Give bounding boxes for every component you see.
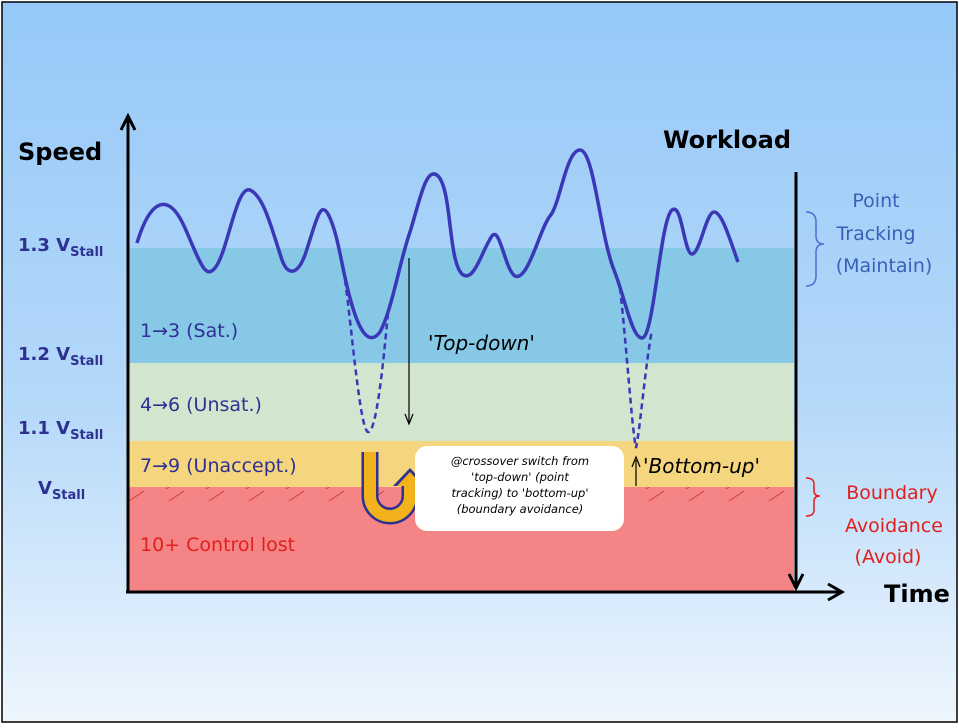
x-axis-label: Time	[884, 580, 950, 608]
crossover-text-1: @crossover switch from	[451, 454, 589, 468]
boundary-avoidance-label-3: (Avoid)	[855, 546, 922, 568]
band-label-control-lost: 10+ Control lost	[140, 534, 295, 556]
band-label-satisfactory: 1→3 (Sat.)	[140, 320, 238, 342]
point-tracking-label-3: (Maintain)	[836, 255, 933, 277]
speed-level-sub: Stall	[52, 488, 85, 503]
u-turn-arrow	[364, 452, 416, 522]
boundary-avoidance-label-1: Boundary	[846, 482, 938, 504]
speed-level-sub: Stall	[70, 354, 103, 369]
crossover-text-3: tracking) to 'bottom-up'	[451, 486, 588, 500]
band-satisfactory	[128, 248, 794, 363]
workload-label: Workload	[663, 126, 791, 154]
crossover-text-4: (boundary avoidance)	[457, 502, 584, 516]
boundary-avoidance-label-2: Avoidance	[845, 515, 943, 537]
crossover-text-2: 'top-down' (point	[471, 470, 569, 484]
bottom-up-label: 'Bottom-up'	[643, 454, 760, 478]
workload-curve	[135, 148, 740, 340]
speed-level-vstall: VStall	[38, 478, 85, 503]
speed-level-base: 1.2 V	[18, 344, 70, 365]
speed-level-sub: Stall	[70, 428, 103, 443]
crossover-callout	[415, 446, 624, 531]
top-down-label: 'Top-down'	[428, 331, 535, 355]
bottom-up-arrow-head	[631, 455, 641, 468]
workload-axis-arrow	[787, 573, 805, 592]
speed-level-1-2: 1.2 VStall	[18, 344, 103, 369]
speed-level-base: V	[38, 478, 52, 499]
dashed-dip-left	[343, 279, 390, 434]
dashed-dip-right	[618, 287, 654, 449]
band-label-unsatisfactory: 4→6 (Unsat.)	[140, 394, 262, 416]
point-tracking-label-1: Point	[852, 190, 899, 212]
boundary-avoidance-brace	[805, 477, 821, 517]
band-label-unacceptable: 7→9 (Unaccept.)	[140, 455, 297, 477]
point-tracking-label-2: Tracking	[835, 223, 915, 245]
top-down-arrow-head	[404, 413, 414, 426]
speed-level-base: 1.1 V	[18, 418, 70, 439]
speed-level-1-1: 1.1 VStall	[18, 418, 103, 443]
speed-level-base: 1.3 V	[18, 235, 70, 256]
speed-level-1-3: 1.3 VStall	[18, 235, 103, 260]
band-unsatisfactory	[128, 363, 794, 441]
speed-level-sub: Stall	[70, 245, 103, 260]
point-tracking-brace	[805, 211, 825, 287]
y-axis-label: Speed	[18, 138, 102, 166]
y-axis-arrow	[119, 112, 137, 131]
x-axis-arrow	[827, 582, 846, 602]
